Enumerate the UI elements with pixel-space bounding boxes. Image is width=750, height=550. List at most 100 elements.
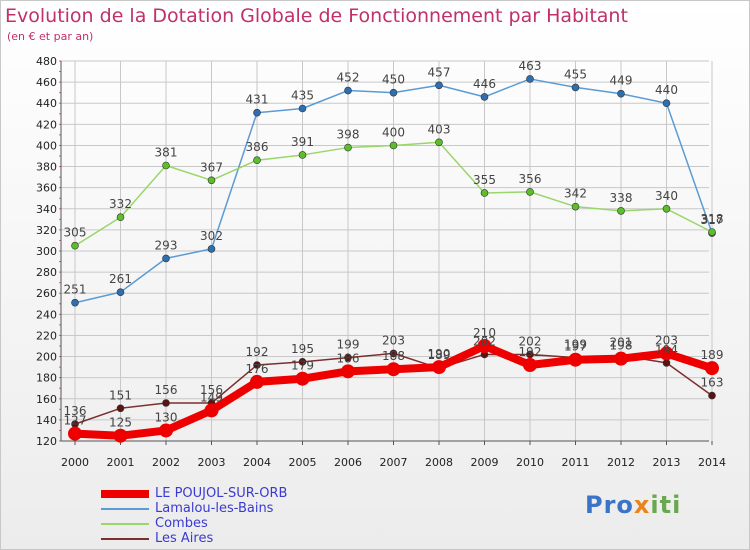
data-label-combes: 332 xyxy=(109,197,132,211)
data-label-lamalou-les-bains: 449 xyxy=(610,74,633,88)
data-label-lamalou-les-bains: 463 xyxy=(519,59,542,73)
y-tick-label-400: 400 xyxy=(36,139,57,152)
data-point-combes xyxy=(162,161,170,170)
data-label-combes: 381 xyxy=(155,146,178,160)
data-label-lamalou-les-bains: 446 xyxy=(473,77,496,91)
data-label-le-poujol-sur-orb: 189 xyxy=(701,348,724,362)
data-point-lamalou-les-bains xyxy=(617,89,625,98)
data-label-le-poujol-sur-orb: 192 xyxy=(519,345,542,359)
data-point-le-poujol-sur-orb xyxy=(68,426,82,441)
data-label-combes: 400 xyxy=(382,125,405,139)
data-point-combes xyxy=(435,138,443,147)
y-tick-label-260: 260 xyxy=(36,287,57,300)
data-label-lamalou-les-bains: 455 xyxy=(564,67,587,81)
data-point-les-aires xyxy=(116,404,125,413)
data-point-combes xyxy=(298,151,307,159)
series-layer xyxy=(68,75,719,443)
data-label-les-aires: 203 xyxy=(382,333,405,347)
data-point-les-aires xyxy=(344,353,352,362)
y-tick-label-340: 340 xyxy=(36,203,57,216)
data-label-le-poujol-sur-orb: 186 xyxy=(337,351,360,365)
data-point-le-poujol-sur-orb xyxy=(659,346,674,361)
data-point-combes xyxy=(344,143,352,152)
y-tick-label-380: 380 xyxy=(36,161,57,174)
data-point-lamalou-les-bains xyxy=(389,88,398,97)
legend-swatch-combes xyxy=(101,523,149,525)
y-tick-label-120: 120 xyxy=(36,435,57,448)
data-point-les-aires xyxy=(526,350,534,359)
data-label-les-aires: 199 xyxy=(564,338,587,352)
data-label-le-poujol-sur-orb: 197 xyxy=(564,340,587,354)
data-label-combes: 318 xyxy=(701,212,724,226)
y-tick-label-220: 220 xyxy=(36,329,57,342)
x-tick-label-2000: 2000 xyxy=(61,456,89,469)
data-point-le-poujol-sur-orb xyxy=(705,361,719,376)
legend-swatch-les-aires xyxy=(101,538,149,540)
y-tick-label-320: 320 xyxy=(36,224,57,237)
data-label-le-poujol-sur-orb: 190 xyxy=(428,347,451,361)
data-point-le-poujol-sur-orb xyxy=(113,428,128,443)
data-label-combes: 367 xyxy=(200,160,223,174)
data-label-le-poujol-sur-orb: 198 xyxy=(610,339,633,353)
x-tick-label-2014: 2014 xyxy=(698,456,726,469)
y-tick-label-300: 300 xyxy=(36,245,57,258)
data-label-les-aires: 192 xyxy=(246,345,269,359)
data-label-les-aires: 156 xyxy=(200,383,223,397)
x-tick-label-2002: 2002 xyxy=(152,456,180,469)
data-point-lamalou-les-bains xyxy=(298,104,307,113)
legend-label-combes: Combes xyxy=(155,516,208,531)
data-label-combes: 386 xyxy=(246,140,269,154)
y-tick-label-480: 480 xyxy=(36,55,57,68)
data-point-les-aires xyxy=(162,399,170,407)
y-tick-label-200: 200 xyxy=(36,351,57,364)
data-label-le-poujol-sur-orb: 127 xyxy=(64,414,87,428)
data-point-les-aires xyxy=(708,391,716,400)
data-label-lamalou-les-bains: 431 xyxy=(246,93,269,107)
data-point-le-poujol-sur-orb xyxy=(477,339,492,353)
data-label-le-poujol-sur-orb: 203 xyxy=(655,333,678,347)
data-point-le-poujol-sur-orb xyxy=(614,351,628,366)
legend-label-poujol: LE POUJOL-SUR-ORB xyxy=(155,486,288,501)
proxiti-logo: Proxiti xyxy=(585,491,681,519)
data-point-combes xyxy=(708,228,716,236)
data-point-lamalou-les-bains xyxy=(526,75,534,83)
logo-part-3: iti xyxy=(650,491,682,519)
data-label-les-aires: 199 xyxy=(337,338,360,352)
y-tick-label-140: 140 xyxy=(36,414,57,427)
data-label-combes: 391 xyxy=(291,135,314,149)
data-label-lamalou-les-bains: 457 xyxy=(428,65,451,79)
data-label-lamalou-les-bains: 317 xyxy=(701,213,724,227)
data-point-combes xyxy=(253,156,261,165)
x-tick-label-2003: 2003 xyxy=(198,456,226,469)
data-label-les-aires: 163 xyxy=(701,376,724,390)
y-tick-label-420: 420 xyxy=(36,118,57,131)
data-point-combes xyxy=(526,188,534,196)
data-label-combes: 338 xyxy=(610,191,633,205)
y-tick-label-160: 160 xyxy=(36,393,57,406)
y-tick-label-460: 460 xyxy=(36,76,57,89)
chart-subtitle: (en € et par an) xyxy=(7,30,94,43)
data-label-les-aires: 202 xyxy=(519,334,542,348)
data-point-le-poujol-sur-orb xyxy=(159,423,173,438)
data-label-le-poujol-sur-orb: 125 xyxy=(109,416,132,430)
y-tick-label-280: 280 xyxy=(36,266,57,279)
x-tick-label-2008: 2008 xyxy=(425,456,453,469)
data-label-lamalou-les-bains: 261 xyxy=(109,272,132,286)
legend-label-les-aires: Les Aires xyxy=(155,531,214,546)
data-point-les-aires xyxy=(662,359,671,367)
data-label-combes: 305 xyxy=(64,226,87,240)
data-label-le-poujol-sur-orb: 179 xyxy=(291,359,314,373)
data-label-combes: 355 xyxy=(473,173,496,187)
data-point-lamalou-les-bains xyxy=(435,81,443,90)
data-point-lamalou-les-bains xyxy=(71,298,79,307)
x-tick-label-2012: 2012 xyxy=(607,456,635,469)
data-label-combes: 342 xyxy=(564,187,587,201)
data-point-les-aires xyxy=(253,361,261,369)
data-point-les-aires xyxy=(298,358,307,366)
data-label-les-aires: 156 xyxy=(155,383,178,397)
y-tick-label-440: 440 xyxy=(36,97,57,110)
data-point-le-poujol-sur-orb xyxy=(432,360,446,375)
x-tick-label-2007: 2007 xyxy=(380,456,408,469)
data-point-combes xyxy=(571,202,580,211)
data-label-lamalou-les-bains: 440 xyxy=(655,83,678,97)
